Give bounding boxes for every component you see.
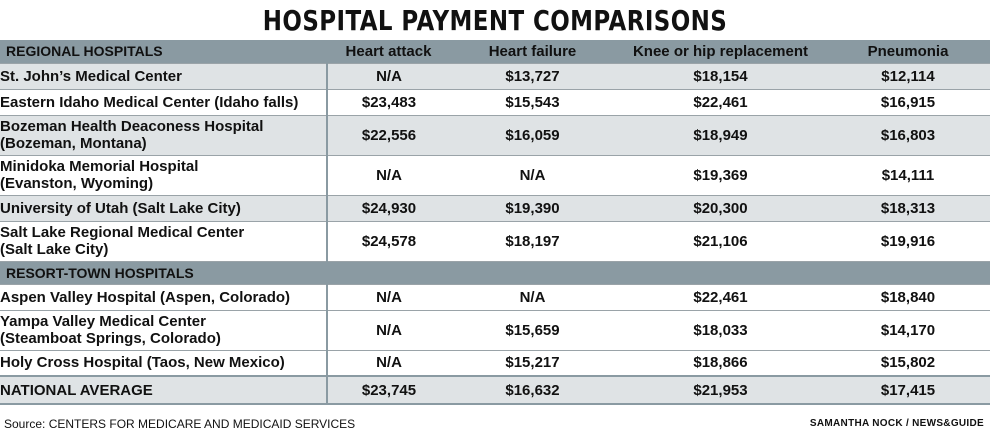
hospital-name-line: (Salt Lake City) xyxy=(0,241,109,258)
hospital-name-line: University of Utah (Salt Lake City) xyxy=(0,199,241,217)
payment-value: $18,949 xyxy=(615,115,826,156)
footer: Source: CENTERS FOR MEDICARE AND MEDICAI… xyxy=(0,416,990,434)
payment-value: N/A xyxy=(327,63,450,90)
hospital-name-line: (Bozeman, Montana) xyxy=(0,135,147,152)
hospital-name: Aspen Valley Hospital (Aspen, Colorado) xyxy=(0,284,328,311)
payment-value: $17,415 xyxy=(826,375,990,405)
hospital-name-line: Holy Cross Hospital (Taos, New Mexico) xyxy=(0,354,285,372)
hospital-name-line: Aspen Valley Hospital (Aspen, Colorado) xyxy=(0,288,291,306)
payment-value: $21,953 xyxy=(615,375,826,405)
payment-value: $15,543 xyxy=(450,89,615,116)
table-row: Aspen Valley Hospital (Aspen, Colorado) N… xyxy=(0,284,990,311)
payment-value: N/A xyxy=(450,155,615,196)
payment-value: $18,840 xyxy=(826,284,990,311)
payment-value: $19,369 xyxy=(615,155,826,196)
hospital-name-line: Eastern Idaho Medical Center (Idaho fall… xyxy=(0,93,299,111)
page-title: HOSPITAL PAYMENT COMPARISONS xyxy=(262,4,728,37)
payment-value: $18,033 xyxy=(615,310,826,351)
payment-value: $22,461 xyxy=(615,89,826,116)
payment-value: $18,866 xyxy=(615,350,826,377)
hospital-name: Yampa Valley Medical Center (Steamboat Sp… xyxy=(0,310,328,351)
payment-value: N/A xyxy=(327,155,450,196)
table-row: Holy Cross Hospital (Taos, New Mexico) N/… xyxy=(0,350,990,377)
hospital-name-line: Bozeman Health Deaconess Hospital xyxy=(0,118,264,135)
hospital-name-line: Salt Lake Regional Medical Center xyxy=(0,224,245,241)
payment-value: $22,461 xyxy=(615,284,826,311)
hospital-name: Holy Cross Hospital (Taos, New Mexico) xyxy=(0,350,328,377)
payment-value: N/A xyxy=(327,310,450,351)
hospital-name-line: (Steamboat Springs, Colorado) xyxy=(0,330,221,347)
table-row: Eastern Idaho Medical Center (Idaho fall… xyxy=(0,89,990,116)
section-header-row: RESORT-TOWN HOSPITALS xyxy=(0,261,990,285)
payment-value: $20,300 xyxy=(615,195,826,222)
payment-value: N/A xyxy=(327,284,450,311)
column-header: REGIONAL HOSPITALS xyxy=(0,40,327,64)
section-label: RESORT-TOWN HOSPITALS xyxy=(0,261,990,285)
credit-line: SAMANTHA NOCK / NEWS&GUIDE xyxy=(809,418,984,429)
payment-value: N/A xyxy=(450,284,615,311)
payment-value: $18,313 xyxy=(826,195,990,222)
payment-value: $16,803 xyxy=(826,115,990,156)
payment-value: $15,217 xyxy=(450,350,615,377)
hospital-name: Minidoka Memorial Hospital (Evanston, Wyo… xyxy=(0,155,328,196)
payment-value: $22,556 xyxy=(327,115,450,156)
payment-value: $12,114 xyxy=(826,63,990,90)
payment-value: $14,170 xyxy=(826,310,990,351)
payment-value: $18,197 xyxy=(450,221,615,262)
payment-value: $15,802 xyxy=(826,350,990,377)
column-header: Knee or hip replacement xyxy=(615,40,826,64)
payment-value: $16,915 xyxy=(826,89,990,116)
payment-value: $16,632 xyxy=(450,375,615,405)
column-header: Heart failure xyxy=(450,40,615,64)
national-average-row: NATIONAL AVERAGE $23,745 $16,632 $21,953 $17… xyxy=(0,375,990,405)
payment-value: $18,154 xyxy=(615,63,826,90)
column-header: Pneumonia xyxy=(826,40,990,64)
hospital-name-line: Minidoka Memorial Hospital xyxy=(0,158,199,175)
payment-value: $23,745 xyxy=(327,375,450,405)
hospital-name-line: NATIONAL AVERAGE xyxy=(0,381,153,399)
hospital-name-line: (Evanston, Wyoming) xyxy=(0,175,154,192)
source-note: Source: CENTERS FOR MEDICARE AND MEDICAI… xyxy=(4,417,356,431)
table-row: Bozeman Health Deaconess Hospital (Bozema… xyxy=(0,115,990,156)
hospital-name: Bozeman Health Deaconess Hospital (Bozema… xyxy=(0,115,328,156)
payment-value: $16,059 xyxy=(450,115,615,156)
payment-value: $24,930 xyxy=(327,195,450,222)
table-row: Salt Lake Regional Medical Center (Salt L… xyxy=(0,221,990,262)
payment-value: $19,390 xyxy=(450,195,615,222)
hospital-name: NATIONAL AVERAGE xyxy=(0,375,328,405)
header-row: REGIONAL HOSPITALS Heart attack Heart fa… xyxy=(0,40,990,64)
payment-value: $21,106 xyxy=(615,221,826,262)
payment-value: $14,111 xyxy=(826,155,990,196)
hospital-name: Salt Lake Regional Medical Center (Salt L… xyxy=(0,221,328,262)
column-header: Heart attack xyxy=(327,40,450,64)
payment-value: $24,578 xyxy=(327,221,450,262)
table-row: University of Utah (Salt Lake City) $24,9… xyxy=(0,195,990,222)
table-row: Minidoka Memorial Hospital (Evanston, Wyo… xyxy=(0,155,990,196)
hospital-name: University of Utah (Salt Lake City) xyxy=(0,195,328,222)
table-row: Yampa Valley Medical Center (Steamboat Sp… xyxy=(0,310,990,351)
payment-value: $15,659 xyxy=(450,310,615,351)
payment-value: N/A xyxy=(327,350,450,377)
hospital-name-line: Yampa Valley Medical Center xyxy=(0,313,206,330)
table-row: St. John’s Medical Center N/A $13,727 $18,1… xyxy=(0,63,990,90)
payment-value: $19,916 xyxy=(826,221,990,262)
payment-value: $13,727 xyxy=(450,63,615,90)
comparison-table: REGIONAL HOSPITALS Heart attack Heart fa… xyxy=(0,40,990,405)
hospital-name: St. John’s Medical Center xyxy=(0,63,328,90)
hospital-name: Eastern Idaho Medical Center (Idaho fall… xyxy=(0,89,328,116)
payment-value: $23,483 xyxy=(327,89,450,116)
hospital-name-line: St. John’s Medical Center xyxy=(0,67,182,85)
